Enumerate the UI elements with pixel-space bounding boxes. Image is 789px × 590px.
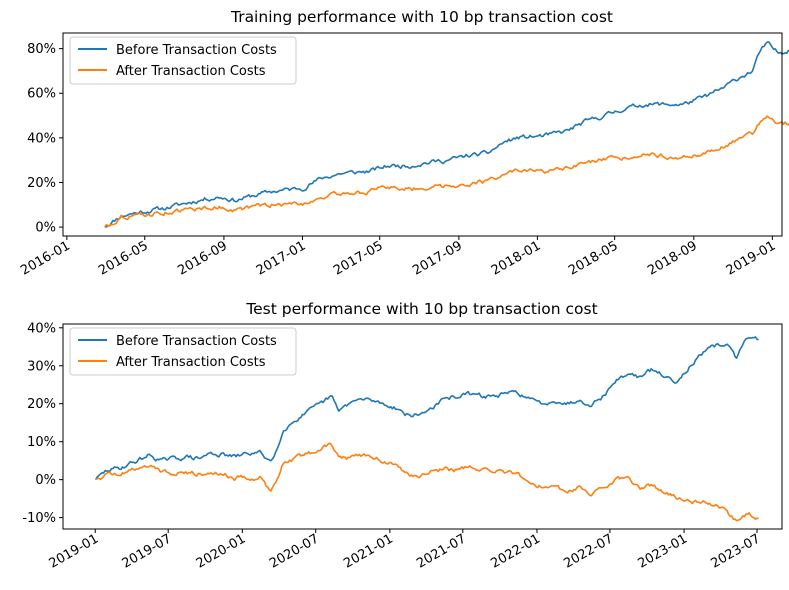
- legend-label-before: Before Transaction Costs: [116, 334, 277, 349]
- x-tick-label: 2023-07: [708, 531, 763, 571]
- y-tick-label: 40%: [27, 321, 56, 336]
- y-tick-label: 40%: [27, 131, 56, 146]
- test-chart: Test performance with 10 bp transaction …: [22, 300, 783, 572]
- y-tick-label: 0%: [35, 221, 56, 236]
- test-lines: [94, 336, 759, 522]
- series-line-before: [104, 41, 789, 228]
- legend-label-after: After Transaction Costs: [116, 64, 266, 79]
- x-tick-label: 2021-07: [414, 531, 469, 571]
- y-tick-label: 30%: [27, 359, 56, 374]
- x-tick-label: 2017-09: [410, 238, 465, 278]
- training-chart: Training performance with 10 bp transact…: [18, 8, 789, 279]
- chart-title: Test performance with 10 bp transaction …: [245, 300, 597, 318]
- x-tick-label: 2020-07: [267, 531, 322, 571]
- series-line-after: [104, 115, 789, 228]
- x-tick-label: 2016-09: [175, 238, 230, 278]
- x-tick-label: 2018-05: [566, 238, 621, 278]
- series-line-after: [95, 442, 759, 522]
- x-tick-label: 2016-05: [96, 238, 151, 278]
- y-tick-label: 80%: [27, 42, 56, 57]
- x-tick-label: 2023-01: [636, 531, 691, 571]
- y-tick-label: 20%: [27, 397, 56, 412]
- y-tick-label: 20%: [27, 176, 56, 191]
- x-tick-label: 2022-07: [561, 531, 616, 571]
- series-line-before: [94, 336, 759, 481]
- x-tick-label: 2019-07: [120, 531, 175, 571]
- legend-box: [69, 327, 297, 376]
- y-tick-label: 60%: [27, 87, 56, 102]
- legend-box: [69, 36, 297, 85]
- y-tick-label: 10%: [27, 435, 56, 450]
- legend: Before Transaction Costs After Transacti…: [69, 36, 297, 85]
- x-tick-label: 2018-09: [645, 238, 700, 278]
- legend: Before Transaction Costs After Transacti…: [69, 327, 297, 376]
- x-tick-label: 2020-01: [194, 531, 249, 571]
- training-plot-frame: [62, 32, 783, 237]
- y-tick-label: -10%: [22, 511, 56, 526]
- legend-label-before: Before Transaction Costs: [116, 43, 277, 58]
- x-tick-label: 2017-01: [254, 238, 309, 278]
- y-tick-label: 0%: [35, 473, 56, 488]
- x-tick-label: 2017-05: [331, 238, 386, 278]
- x-tick-label: 2022-01: [488, 531, 543, 571]
- x-tick-label: 2018-01: [489, 238, 544, 278]
- training-lines: [104, 41, 789, 228]
- legend-label-after: After Transaction Costs: [116, 355, 266, 370]
- chart-title: Training performance with 10 bp transact…: [230, 8, 613, 26]
- x-tick-label: 2019-01: [724, 238, 779, 278]
- test-plot-frame: [62, 323, 783, 530]
- x-tick-label: 2019-01: [47, 531, 102, 571]
- x-tick-label: 2021-01: [341, 531, 396, 571]
- x-tick-label: 2016-01: [18, 238, 73, 278]
